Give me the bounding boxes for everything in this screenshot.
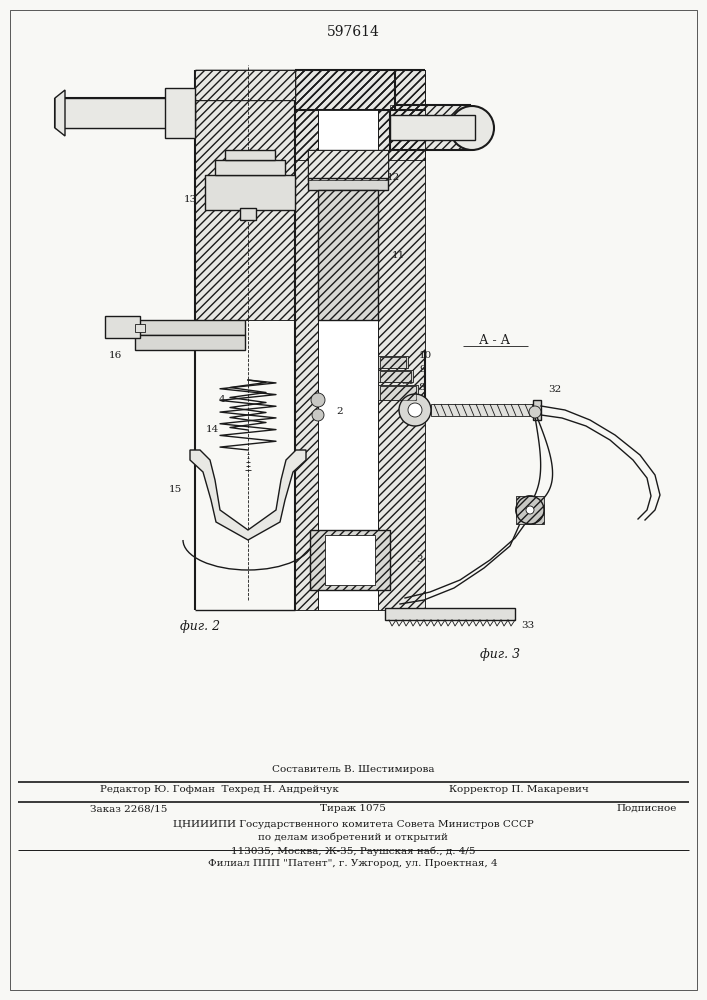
Bar xyxy=(195,70,295,320)
Text: 597614: 597614 xyxy=(327,25,380,39)
Bar xyxy=(380,371,411,382)
Bar xyxy=(195,70,295,100)
Bar xyxy=(308,150,388,180)
Circle shape xyxy=(399,394,431,426)
Bar xyxy=(195,70,295,320)
Bar xyxy=(318,110,378,610)
Text: 5: 5 xyxy=(141,322,148,332)
Bar xyxy=(295,70,395,110)
Bar xyxy=(215,160,285,175)
Bar xyxy=(308,178,388,190)
Bar xyxy=(295,70,425,160)
Text: 7: 7 xyxy=(107,318,113,326)
Text: 4: 4 xyxy=(218,395,226,404)
Text: 113035, Москва, Ж-35, Раушская наб., д. 4/5: 113035, Москва, Ж-35, Раушская наб., д. … xyxy=(230,846,475,856)
Text: 14: 14 xyxy=(205,426,218,434)
Bar xyxy=(295,70,425,160)
Circle shape xyxy=(529,406,541,418)
Text: по делам изобретений и открытий: по делам изобретений и открытий xyxy=(258,833,448,842)
Text: 2: 2 xyxy=(337,408,344,416)
Circle shape xyxy=(408,403,422,417)
Bar xyxy=(308,150,388,180)
Text: Тираж 1075: Тираж 1075 xyxy=(320,804,386,813)
Bar xyxy=(318,190,378,320)
Text: 13: 13 xyxy=(183,196,197,205)
Bar xyxy=(390,115,475,140)
Text: фиг. 3: фиг. 3 xyxy=(480,648,520,661)
Bar xyxy=(295,70,425,610)
Text: Заказ 2268/15: Заказ 2268/15 xyxy=(90,804,168,813)
Bar xyxy=(380,371,411,382)
Bar xyxy=(380,386,416,400)
Text: ЦНИИИПИ Государственного комитета Совета Министров СССР: ЦНИИИПИ Государственного комитета Совета… xyxy=(173,820,533,829)
Bar xyxy=(378,356,408,368)
Bar xyxy=(390,105,470,150)
Circle shape xyxy=(526,506,534,514)
Text: 9: 9 xyxy=(420,365,426,374)
Text: 11: 11 xyxy=(392,250,404,259)
Bar xyxy=(105,316,140,338)
Bar xyxy=(308,150,388,180)
Bar xyxy=(135,320,245,335)
Text: 31: 31 xyxy=(402,377,414,386)
Bar xyxy=(318,190,378,320)
Bar xyxy=(390,105,470,150)
Bar xyxy=(380,386,416,400)
Text: Филиал ППП "Патент", г. Ужгород, ул. Проектная, 4: Филиал ППП "Патент", г. Ужгород, ул. Про… xyxy=(208,859,498,868)
Text: Подписное: Подписное xyxy=(616,804,677,813)
Bar xyxy=(195,70,295,100)
Text: Корректор П. Макаревич: Корректор П. Макаревич xyxy=(449,785,589,794)
Text: 32: 32 xyxy=(548,385,561,394)
Bar xyxy=(310,530,390,590)
Text: 16: 16 xyxy=(108,351,122,360)
Text: 8: 8 xyxy=(419,383,426,392)
Bar xyxy=(205,175,295,210)
Bar xyxy=(135,324,145,332)
Text: 15: 15 xyxy=(168,486,182,494)
Bar xyxy=(380,357,406,368)
Bar xyxy=(325,535,375,585)
Text: 33: 33 xyxy=(521,620,534,630)
Text: фиг. 2: фиг. 2 xyxy=(180,620,220,633)
Text: 3: 3 xyxy=(416,556,423,564)
Bar xyxy=(390,105,470,150)
Circle shape xyxy=(450,106,494,150)
Bar xyxy=(533,400,541,420)
Bar xyxy=(295,70,395,110)
Bar xyxy=(310,530,390,590)
Polygon shape xyxy=(55,90,65,136)
Circle shape xyxy=(312,409,324,421)
Circle shape xyxy=(516,496,544,524)
Bar xyxy=(295,70,425,610)
Bar xyxy=(195,70,295,100)
Text: А - А: А - А xyxy=(479,334,510,347)
Text: 10: 10 xyxy=(419,351,432,360)
Bar xyxy=(318,190,378,320)
Text: 12: 12 xyxy=(386,174,399,182)
Polygon shape xyxy=(190,450,306,540)
Bar xyxy=(378,385,418,400)
Bar xyxy=(516,496,544,524)
Bar xyxy=(385,608,515,620)
Bar xyxy=(380,357,406,368)
Text: Редактор Ю. Гофман  Техред Н. Андрейчук: Редактор Ю. Гофман Техред Н. Андрейчук xyxy=(100,785,339,794)
Bar xyxy=(240,208,256,220)
Bar xyxy=(516,496,544,524)
Bar xyxy=(378,370,413,382)
Bar xyxy=(55,98,195,128)
Bar xyxy=(225,150,275,160)
Circle shape xyxy=(311,393,325,407)
Bar xyxy=(165,88,195,138)
Bar xyxy=(135,335,245,350)
Bar xyxy=(431,404,535,416)
Bar xyxy=(310,530,390,590)
Text: Составитель В. Шестимирова: Составитель В. Шестимирова xyxy=(271,764,434,774)
